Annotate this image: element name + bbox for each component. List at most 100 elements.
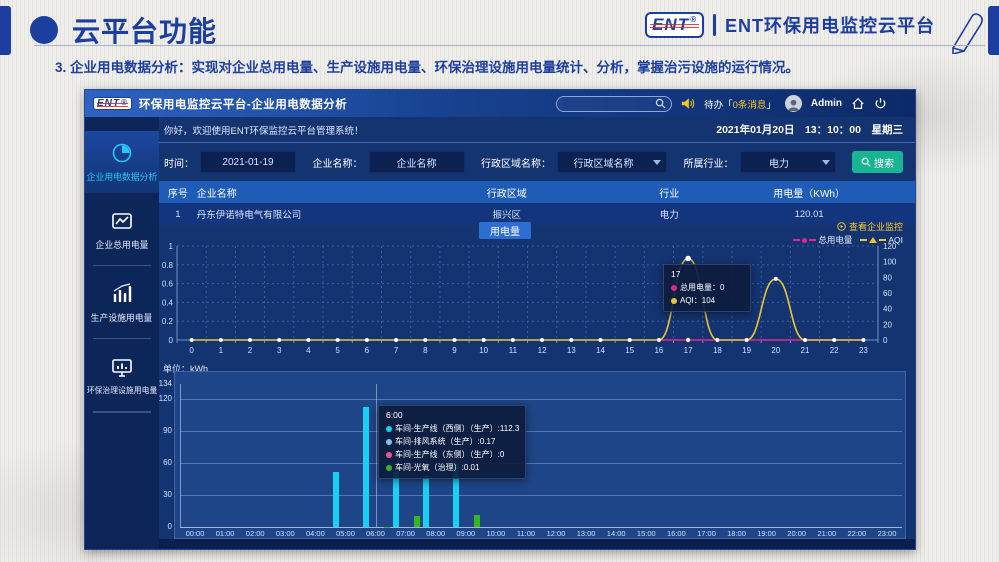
svg-text:0.4: 0.4 <box>162 298 174 307</box>
search-box[interactable] <box>556 95 673 112</box>
svg-text:0.8: 0.8 <box>162 261 174 270</box>
svg-text:22: 22 <box>830 346 839 355</box>
svg-text:60: 60 <box>883 289 892 298</box>
bar-3-h9[interactable] <box>473 515 480 527</box>
user-name[interactable]: Admin <box>810 98 842 109</box>
bar-x-tick: 16:00 <box>667 529 686 538</box>
todo-count: 0条消息 <box>732 99 767 111</box>
bar-y-tick: 134 <box>159 379 172 389</box>
bar-x-tick: 09:00 <box>456 529 476 538</box>
slide-header: 云平台功能 <box>30 10 217 50</box>
bar-0-h7[interactable] <box>392 470 399 527</box>
x-axis <box>180 527 902 528</box>
bar-x-tick: 21:00 <box>817 529 837 538</box>
bar-x-tick: 08:00 <box>426 529 446 538</box>
search-icon[interactable] <box>655 98 666 109</box>
divider <box>93 338 151 339</box>
home-icon[interactable] <box>851 97 865 111</box>
svg-text:0.2: 0.2 <box>162 317 174 326</box>
divider <box>93 411 151 412</box>
collapse-row-icon[interactable] <box>891 208 902 220</box>
table-row[interactable]: 1 丹东伊诺特电气有限公司 振兴区 电力 120.01 <box>159 203 915 225</box>
brand-name: ENT环保用电监控云平台 <box>725 16 935 36</box>
view-monitor-link[interactable]: 查看企业监控 <box>837 220 903 233</box>
bar-x-tick: 15:00 <box>636 529 656 538</box>
sidebar-item-production-power[interactable]: 生产设施用电量 <box>85 266 159 339</box>
sidebar-item-enterprise-power-analysis[interactable]: 企业用电数据分析 <box>85 131 159 193</box>
filter-bar: 时间： 企业名称： 行政区域名称： 行政区域名称 所属行业： 电力 搜索 <box>159 143 915 181</box>
svg-text:4: 4 <box>306 346 311 355</box>
col-company: 企业名称 <box>196 188 237 200</box>
legend-total-power[interactable]: 总用电量 <box>793 234 852 246</box>
region-select[interactable]: 行政区域名称 <box>557 151 667 173</box>
bar-0-h9[interactable] <box>452 464 459 527</box>
bar-1-h6[interactable] <box>369 526 376 527</box>
aqi-line-chart: 1 0.8 0.6 0.4 0.2 0 120 100 80 60 40 20 0 0 1 2 3 4 5 6 7 8 9 1… <box>159 240 915 364</box>
svg-text:20: 20 <box>771 346 780 355</box>
bar-x-tick: 17:00 <box>697 529 716 538</box>
industry-select[interactable]: 电力 <box>739 151 836 173</box>
company-input[interactable] <box>368 151 465 173</box>
facility-bar-chart: 00:00 01:00 02:00 03:00 04:00 05:00 06:00 07:00… <box>174 371 906 539</box>
bar-0-h5[interactable] <box>332 471 339 527</box>
ent-logo: ENT ® <box>645 12 704 38</box>
bar-0-h8[interactable] <box>422 475 429 527</box>
bar-y-tick: 60 <box>163 458 172 467</box>
power-icon[interactable] <box>874 97 887 110</box>
bar-x-tick: 23:00 <box>877 529 897 538</box>
table-header: 序号 企业名称 行政区域 行业 用电量（KWh） <box>159 181 915 203</box>
speaker-icon[interactable] <box>681 97 695 110</box>
datetime-text: 2021年01月20日 13：10：00 星期三 <box>716 124 903 136</box>
bar-x-tick: 18:00 <box>727 529 746 538</box>
gridline <box>180 399 902 400</box>
triangle-marker-icon <box>869 237 878 243</box>
title-bullet-icon <box>30 16 58 44</box>
todo-status[interactable]: 待办「0条消息」 <box>704 99 776 111</box>
svg-text:80: 80 <box>883 273 892 282</box>
bar-x-tick: 04:00 <box>306 529 325 538</box>
gridline <box>180 463 902 464</box>
svg-text:0: 0 <box>883 336 888 345</box>
bar-y-tick: 90 <box>163 426 172 435</box>
tab-usage[interactable]: 用电量 <box>479 222 531 239</box>
search-button[interactable]: 搜索 <box>852 151 903 173</box>
app-title: 环保用电监控云平台-企业用电数据分析 <box>138 98 348 111</box>
svg-text:11: 11 <box>509 346 518 355</box>
col-index: 序号 <box>167 188 188 200</box>
bar-x-tick: 07:00 <box>396 529 415 538</box>
svg-text:23: 23 <box>859 346 868 355</box>
svg-text:20: 20 <box>883 320 892 329</box>
search-input[interactable] <box>557 98 656 109</box>
bar-chart-unit: 单位：kWh <box>163 364 209 374</box>
svg-text:13: 13 <box>567 346 576 355</box>
app-ent-logo: ENT ® <box>93 97 132 110</box>
company-name: 丹东伊诺特电气有限公司 <box>196 210 302 221</box>
bar-0-h6[interactable] <box>362 407 369 527</box>
search-icon <box>861 157 871 167</box>
page-title: 云平台功能 <box>72 16 218 47</box>
time-input[interactable] <box>200 151 296 173</box>
status-bar: 你好，欢迎使用ENT环保监控云平台管理系统！ 2021年01月20日 13：10… <box>159 117 915 143</box>
avatar[interactable] <box>784 95 802 112</box>
bar-x-tick: 13:00 <box>576 529 596 538</box>
sidebar-item-treatment-power[interactable]: 环保治理设施用电量 <box>85 339 159 413</box>
bar-x-tick: 05:00 <box>336 529 355 538</box>
bar-x-tick: 14:00 <box>606 529 626 538</box>
sidebar-item-total-power[interactable]: 企业总用电量 <box>85 193 159 266</box>
bar-3-h7[interactable] <box>413 516 420 527</box>
legend-aqi[interactable]: AQI <box>860 235 903 245</box>
edge-ribbon-left <box>0 6 11 55</box>
brand-lockup: ENT ® ENT环保用电监控云平台 <box>645 12 935 38</box>
bar-3-h6[interactable] <box>383 526 390 527</box>
bar-x-tick: 01:00 <box>215 529 235 538</box>
brand-divider <box>713 14 716 36</box>
svg-text:40: 40 <box>883 305 892 314</box>
industry-label: 所属行业： <box>683 158 734 170</box>
bar-y-tick: 120 <box>159 394 172 403</box>
time-label: 时间： <box>164 158 194 170</box>
svg-text:12: 12 <box>538 346 547 355</box>
bar-x-tick: 19:00 <box>757 529 776 538</box>
titlebar-actions: 待办「0条消息」 Admin <box>556 95 887 112</box>
svg-text:5: 5 <box>335 346 340 355</box>
